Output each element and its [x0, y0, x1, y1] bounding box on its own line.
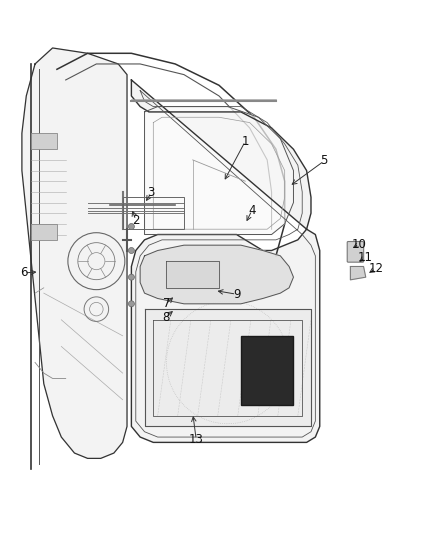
- Text: 7: 7: [162, 297, 170, 310]
- Circle shape: [128, 223, 134, 230]
- Text: 4: 4: [248, 204, 256, 217]
- Bar: [123, 197, 184, 229]
- Circle shape: [128, 301, 134, 307]
- Text: 1: 1: [241, 135, 249, 148]
- Bar: [31, 224, 57, 240]
- Polygon shape: [145, 309, 311, 426]
- Text: 13: 13: [189, 433, 204, 446]
- Text: 9: 9: [233, 288, 240, 301]
- Polygon shape: [145, 107, 293, 235]
- Polygon shape: [131, 80, 320, 442]
- Text: 5: 5: [321, 155, 328, 167]
- Circle shape: [128, 247, 134, 254]
- Text: 6: 6: [20, 266, 28, 279]
- Polygon shape: [350, 266, 366, 280]
- Polygon shape: [22, 48, 127, 458]
- Text: 12: 12: [368, 262, 383, 275]
- Bar: [241, 336, 293, 405]
- Bar: [31, 133, 57, 149]
- Circle shape: [128, 274, 134, 280]
- Polygon shape: [140, 245, 293, 304]
- Text: 2: 2: [132, 214, 140, 227]
- Polygon shape: [166, 261, 219, 288]
- FancyBboxPatch shape: [347, 241, 364, 262]
- Text: 11: 11: [357, 251, 372, 264]
- Text: 3: 3: [148, 187, 155, 199]
- Text: 10: 10: [352, 238, 367, 251]
- Text: 8: 8: [162, 311, 169, 324]
